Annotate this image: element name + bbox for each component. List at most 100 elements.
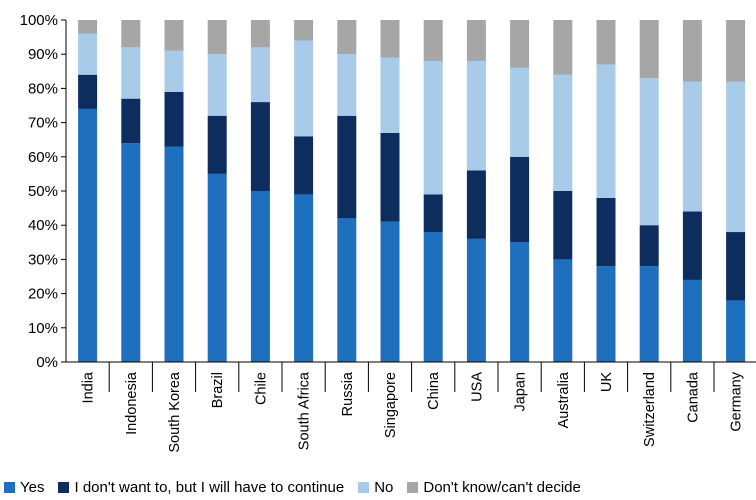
y-tick-label: 10% — [28, 320, 58, 337]
bar-segment — [164, 20, 184, 51]
bar-segment — [250, 191, 270, 362]
bar-segment — [380, 57, 400, 133]
bar-segment — [380, 132, 400, 222]
y-tick-label: 40% — [28, 217, 58, 234]
legend-label: No — [374, 478, 394, 496]
legend-swatch — [358, 481, 370, 493]
legend-item: No — [358, 479, 393, 496]
bar-segment — [423, 232, 443, 362]
bar-segment — [682, 211, 702, 280]
y-tick-label: 70% — [28, 115, 58, 132]
x-category-label: Canada — [685, 371, 701, 423]
x-category-label: Singapore — [383, 372, 399, 438]
bar-segment — [726, 20, 746, 82]
bar-segment — [78, 20, 98, 34]
x-category-label: USA — [469, 372, 485, 402]
bar-segment — [510, 156, 530, 243]
y-tick-label: 50% — [28, 183, 58, 200]
bar-segment — [164, 50, 184, 92]
bar-segment — [78, 74, 98, 109]
bar-segment — [121, 98, 141, 144]
bar-segment — [639, 20, 659, 79]
bar-segment — [207, 54, 227, 116]
bar-segment — [78, 33, 98, 75]
bar-segment — [250, 47, 270, 103]
bar-segment — [121, 47, 141, 99]
bar-segment — [466, 61, 486, 171]
bar-segment — [78, 108, 98, 362]
x-category-label: China — [426, 371, 442, 410]
bar-segment — [510, 67, 530, 157]
bar-segment — [337, 20, 357, 55]
bar-segment — [639, 78, 659, 226]
bar-segment — [553, 191, 573, 260]
bar-segment — [207, 20, 227, 55]
bar-segment — [682, 279, 702, 362]
bar-segment — [337, 218, 357, 362]
bar-segment — [682, 81, 702, 212]
legend-swatch — [4, 481, 15, 493]
legend-swatch — [407, 481, 419, 493]
bar-segment — [294, 194, 314, 362]
legend-label: Don't know/can't decide — [423, 478, 581, 496]
bar-segment — [639, 225, 659, 267]
legend-item: Yes — [4, 479, 44, 496]
bar-segment — [553, 74, 573, 191]
bar-segment — [164, 146, 184, 362]
bar-segment — [207, 115, 227, 174]
bar-segment — [121, 143, 141, 362]
bar-segment — [596, 266, 616, 362]
y-tick-label: 90% — [28, 46, 58, 63]
x-category-label: Switzerland — [642, 372, 658, 447]
bar-segment — [596, 197, 616, 267]
bar-segment — [553, 259, 573, 362]
bar-segment — [510, 20, 530, 68]
y-tick-label: 30% — [28, 251, 58, 268]
bar-segment — [423, 20, 443, 62]
x-category-label: Japan — [513, 372, 529, 412]
stacked-bar-chart: 0%10%20%30%40%50%60%70%80%90%100% India I… — [20, 12, 756, 453]
bar-segment — [337, 115, 357, 219]
bar-segment — [294, 136, 314, 195]
y-tick-label: 100% — [20, 12, 58, 29]
bar-segment — [726, 81, 746, 233]
legend-swatch — [58, 481, 70, 493]
bar-segment — [250, 102, 270, 191]
x-category-label: Indonesia — [124, 371, 140, 435]
x-category-label: UK — [599, 372, 615, 392]
bar-segment — [121, 20, 141, 48]
x-category-label: South Africa — [297, 371, 313, 450]
legend-label: Yes — [20, 478, 45, 496]
legend-item: Don't know/can't decide — [407, 479, 581, 496]
x-category-label: Brazil — [210, 372, 226, 408]
bar-segment — [423, 194, 443, 233]
x-category-label: Chile — [253, 372, 269, 405]
x-category-label: South Korea — [167, 371, 183, 453]
legend-item: I don't want to, but I will have to cont… — [58, 479, 344, 496]
bar-segment — [466, 238, 486, 362]
bar-segment — [682, 20, 702, 82]
bar-segment — [380, 221, 400, 362]
y-tick-label: 60% — [28, 149, 58, 166]
bar-segment — [250, 20, 270, 48]
bars — [78, 20, 746, 362]
legend: Yes I don't want to, but I will have to c… — [4, 476, 595, 498]
legend-label: I don't want to, but I will have to cont… — [74, 478, 345, 496]
bar-segment — [726, 300, 746, 362]
bar-segment — [294, 20, 314, 41]
x-category-label: Russia — [340, 371, 356, 416]
bar-segment — [596, 20, 616, 65]
x-axis: India Indonesia South Korea Brazil Chile Sout… — [66, 361, 756, 453]
bar-segment — [207, 173, 227, 362]
x-category-label: Germany — [729, 371, 745, 431]
x-category-label: Australia — [556, 371, 572, 428]
y-axis: 0% 10% 20% 30% 40% 50% 60% 70% 80% 90% 100% — [20, 12, 67, 371]
bar-segment — [466, 170, 486, 239]
y-tick-label: 80% — [28, 80, 58, 97]
bar-segment — [553, 20, 573, 75]
x-category-label: India — [81, 371, 97, 403]
bar-segment — [423, 61, 443, 195]
bar-segment — [294, 40, 314, 137]
bar-segment — [726, 232, 746, 301]
bar-segment — [510, 242, 530, 362]
